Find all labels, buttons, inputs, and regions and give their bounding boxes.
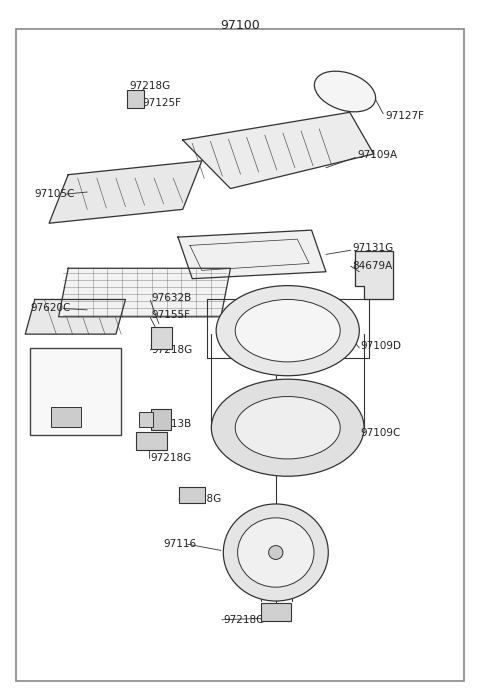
FancyBboxPatch shape bbox=[136, 432, 167, 450]
Polygon shape bbox=[25, 299, 125, 334]
Text: 97109A: 97109A bbox=[357, 150, 397, 160]
Polygon shape bbox=[178, 230, 326, 278]
Ellipse shape bbox=[235, 397, 340, 459]
Text: 97218G: 97218G bbox=[152, 345, 193, 355]
FancyBboxPatch shape bbox=[151, 409, 171, 430]
FancyBboxPatch shape bbox=[127, 90, 144, 108]
Text: (FULL AUTO
AIR CON): (FULL AUTO AIR CON) bbox=[49, 364, 102, 383]
Ellipse shape bbox=[235, 299, 340, 362]
Text: 97131G: 97131G bbox=[352, 243, 394, 253]
Ellipse shape bbox=[223, 504, 328, 601]
Text: 97127F: 97127F bbox=[385, 111, 424, 121]
Text: 97218G: 97218G bbox=[223, 615, 264, 625]
FancyBboxPatch shape bbox=[30, 348, 120, 435]
Ellipse shape bbox=[211, 379, 364, 476]
Text: 97109C: 97109C bbox=[360, 427, 401, 438]
Polygon shape bbox=[59, 268, 230, 317]
Text: 97620C: 97620C bbox=[30, 303, 71, 313]
Polygon shape bbox=[183, 112, 373, 189]
Text: 97176E: 97176E bbox=[58, 406, 93, 416]
Text: 97155F: 97155F bbox=[152, 310, 191, 320]
FancyBboxPatch shape bbox=[180, 487, 205, 503]
FancyBboxPatch shape bbox=[151, 326, 172, 349]
Text: 97632B: 97632B bbox=[152, 293, 192, 303]
Text: 97109D: 97109D bbox=[360, 341, 401, 351]
FancyBboxPatch shape bbox=[261, 603, 291, 621]
Text: 97116: 97116 bbox=[164, 539, 197, 549]
Text: 97218G: 97218G bbox=[129, 81, 170, 91]
Ellipse shape bbox=[314, 71, 376, 112]
Text: 97218G: 97218G bbox=[180, 494, 222, 504]
FancyBboxPatch shape bbox=[50, 407, 81, 427]
Text: 97218G: 97218G bbox=[151, 452, 192, 463]
Polygon shape bbox=[49, 161, 202, 223]
FancyBboxPatch shape bbox=[139, 412, 153, 427]
Text: 97113B: 97113B bbox=[152, 419, 192, 429]
Ellipse shape bbox=[238, 518, 314, 587]
Text: 97105C: 97105C bbox=[35, 189, 75, 199]
Text: 97125F: 97125F bbox=[142, 98, 181, 109]
Text: 97100: 97100 bbox=[220, 19, 260, 32]
Text: 84679A: 84679A bbox=[352, 261, 392, 271]
Polygon shape bbox=[355, 251, 393, 299]
Ellipse shape bbox=[216, 285, 360, 376]
Ellipse shape bbox=[269, 546, 283, 560]
